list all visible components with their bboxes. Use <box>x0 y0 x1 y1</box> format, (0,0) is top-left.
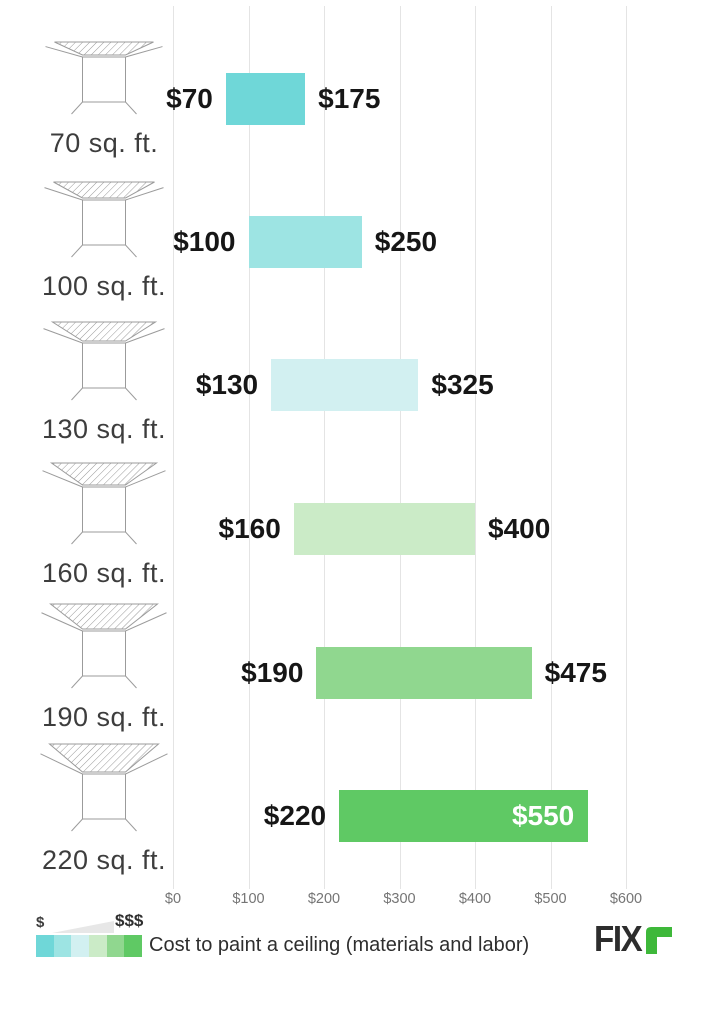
chart-row: 160 sq. ft. $160 $400 <box>0 458 720 600</box>
chart-row: 220 sq. ft. $220 $550 <box>0 743 720 887</box>
chart-row: 190 sq. ft. $190 $475 <box>0 602 720 744</box>
room-size-label: 190 sq. ft. <box>41 702 167 732</box>
bar-min-value-label: $100 <box>173 226 236 257</box>
legend-color-scale <box>36 935 143 957</box>
room-size-label: 160 sq. ft. <box>41 558 167 588</box>
ceiling-icon <box>34 41 174 120</box>
cost-range-bar <box>316 647 532 699</box>
room-size-label: 100 sq. ft. <box>41 271 167 301</box>
cost-range-bar <box>271 359 419 411</box>
bar-max-value-label: $475 <box>544 657 607 688</box>
legend-swatch <box>36 935 54 957</box>
gridline <box>173 6 174 889</box>
legend-swatch <box>53 935 72 957</box>
room-size-column: 190 sq. ft. <box>24 602 184 744</box>
price-scale-wedge-icon <box>52 921 114 933</box>
ceiling-icon <box>34 181 174 263</box>
x-axis-tick-label: $300 <box>383 891 416 907</box>
ceiling-icon <box>34 321 174 406</box>
bar-min-value-label: $160 <box>218 513 281 544</box>
room-size-label: 70 sq. ft. <box>49 128 159 158</box>
gridline <box>475 6 476 889</box>
fixr-logo-r-icon <box>645 927 672 954</box>
bar-min-value-label: $190 <box>241 657 304 688</box>
room-size-column: 70 sq. ft. <box>24 28 184 170</box>
legend-swatch <box>106 935 125 957</box>
cost-range-bar <box>225 73 306 125</box>
x-axis-tick-label: $500 <box>534 891 567 907</box>
bar-min-value-label: $130 <box>195 369 259 400</box>
room-size-label: 130 sq. ft. <box>41 414 167 444</box>
fixr-logo-text: FIX <box>594 918 643 959</box>
room-size-column: 100 sq. ft. <box>24 171 184 313</box>
bar-max-value-label: $175 <box>318 83 381 114</box>
gridline <box>248 6 250 889</box>
x-axis-tick-label: $600 <box>609 891 643 907</box>
legend-swatch <box>124 935 143 957</box>
bar-max-value-label: $400 <box>488 513 551 544</box>
ceiling-icon <box>34 603 174 694</box>
room-size-column: 220 sq. ft. <box>24 743 184 887</box>
bar-min-value-label: $220 <box>263 800 327 831</box>
room-size-column: 160 sq. ft. <box>24 458 184 600</box>
room-size-column: 130 sq. ft. <box>24 314 184 456</box>
ceiling-icon <box>34 462 174 550</box>
bar-max-value-label: $550 <box>511 800 575 831</box>
ceiling-icon <box>34 743 174 837</box>
gridline <box>626 6 627 889</box>
chart-caption: Cost to paint a ceiling (materials and l… <box>149 934 530 956</box>
room-size-label: 220 sq. ft. <box>41 845 167 875</box>
bar-min-value-label: $70 <box>166 83 213 114</box>
cost-range-bar <box>339 790 589 842</box>
gridline <box>324 6 325 889</box>
bar-max-value-label: $250 <box>374 226 438 257</box>
x-axis-tick-label: $100 <box>232 891 265 907</box>
chart-row: 130 sq. ft. $130 $325 <box>0 314 720 456</box>
x-axis-tick-label: $400 <box>458 891 492 907</box>
cost-range-bar <box>293 503 475 555</box>
cost-range-bar <box>248 216 362 268</box>
legend-max-price-label: $$$ <box>115 911 144 930</box>
gridline <box>550 6 552 889</box>
x-axis-tick-label: $0 <box>164 891 182 907</box>
chart-row: 70 sq. ft. $70 $175 <box>0 28 720 170</box>
chart-row: 100 sq. ft. $100 $250 <box>0 171 720 313</box>
legend-swatch <box>71 935 90 957</box>
legend-swatch <box>89 935 107 957</box>
legend-min-price-label: $ <box>36 914 45 931</box>
bar-max-value-label: $325 <box>431 369 494 400</box>
gridline <box>399 6 401 889</box>
fixr-logo[interactable]: FIX <box>594 918 672 959</box>
x-axis-tick-label: $200 <box>307 891 341 907</box>
